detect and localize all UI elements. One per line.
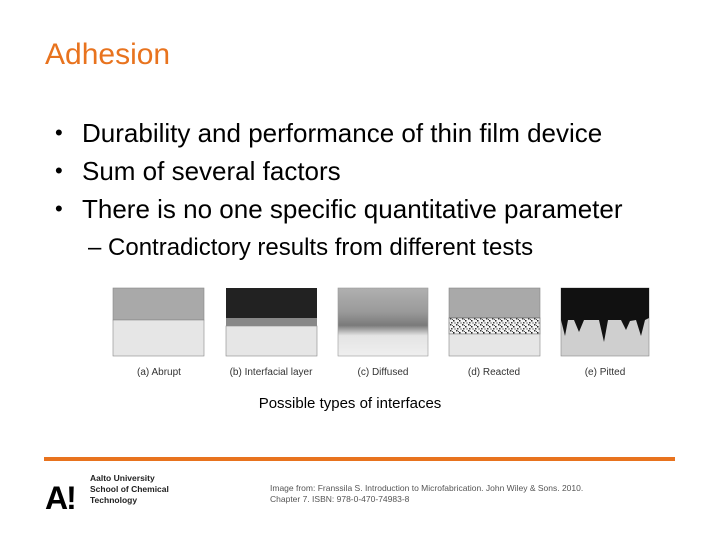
bullet-text: There is no one specific quantitative pa… [82, 194, 623, 224]
credit-line: Image from: Franssila S. Introduction to… [270, 483, 584, 493]
panel-reacted [448, 287, 541, 357]
bullet-dot-icon: • [55, 120, 63, 145]
slide-title: Adhesion [45, 38, 171, 71]
aalto-logo: A! [45, 480, 77, 516]
university-line: School of Chemical [90, 484, 169, 494]
university-name: Aalto University School of Chemical Tech… [90, 473, 169, 506]
panel-diffused [337, 287, 429, 357]
university-line: Technology [90, 495, 138, 505]
figure-label-abrupt: (a) Abrupt [137, 367, 181, 378]
bullet-item: • There is no one specific quantitative … [55, 190, 715, 228]
bullet-text: Sum of several factors [82, 156, 341, 186]
figure-label-pitted: (e) Pitted [584, 367, 626, 378]
panel-abrupt [112, 287, 205, 357]
bullet-dot-icon: • [55, 196, 63, 221]
sub-bullet: – Contradictory results from different t… [88, 234, 534, 261]
figure-label-diffused: (c) Diffused [357, 367, 409, 378]
figure-caption: Possible types of interfaces [258, 395, 442, 412]
footer-divider [44, 457, 675, 461]
bullet-item: • Durability and performance of thin fil… [55, 114, 715, 152]
image-credit: Image from: Franssila S. Introduction to… [270, 483, 583, 505]
bullet-item: • Sum of several factors [55, 152, 715, 190]
panel-pitted [560, 287, 650, 357]
figure-label-reacted: (d) Reacted [467, 367, 521, 378]
bullet-text: Durability and performance of thin film … [82, 118, 603, 148]
panel-interfacial-layer [225, 288, 318, 357]
bullet-dot-icon: • [55, 158, 63, 183]
university-line: Aalto University [90, 473, 155, 483]
bullet-list: • Durability and performance of thin fil… [55, 114, 715, 228]
figure-label-interfacial-layer: (b) Interfacial layer [229, 367, 313, 378]
interface-figure [112, 287, 650, 357]
credit-line: Chapter 7. ISBN: 978-0-470-74983-8 [270, 494, 410, 504]
